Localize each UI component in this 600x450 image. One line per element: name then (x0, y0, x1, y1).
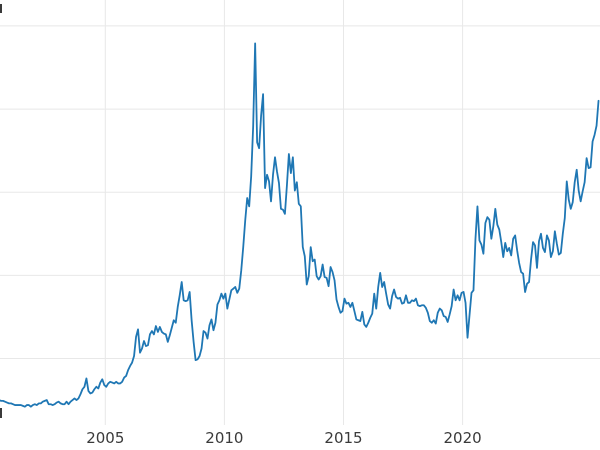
x-tick-label: 2020 (444, 429, 482, 447)
series-lines (0, 42, 600, 408)
x-axis-tick-labels: 2005 2010 2015 2020 (86, 429, 481, 447)
clipped-y-tick-fragments (0, 4, 2, 418)
x-tick-label: 2005 (86, 429, 124, 447)
gridlines (0, 0, 600, 425)
clipped-y-tick-label-fragment (0, 4, 2, 13)
x-tick-label: 2010 (205, 429, 243, 447)
clipped-y-tick-label-fragment (0, 408, 2, 418)
x-tick-label: 2015 (324, 429, 362, 447)
data-line-price (0, 42, 600, 408)
